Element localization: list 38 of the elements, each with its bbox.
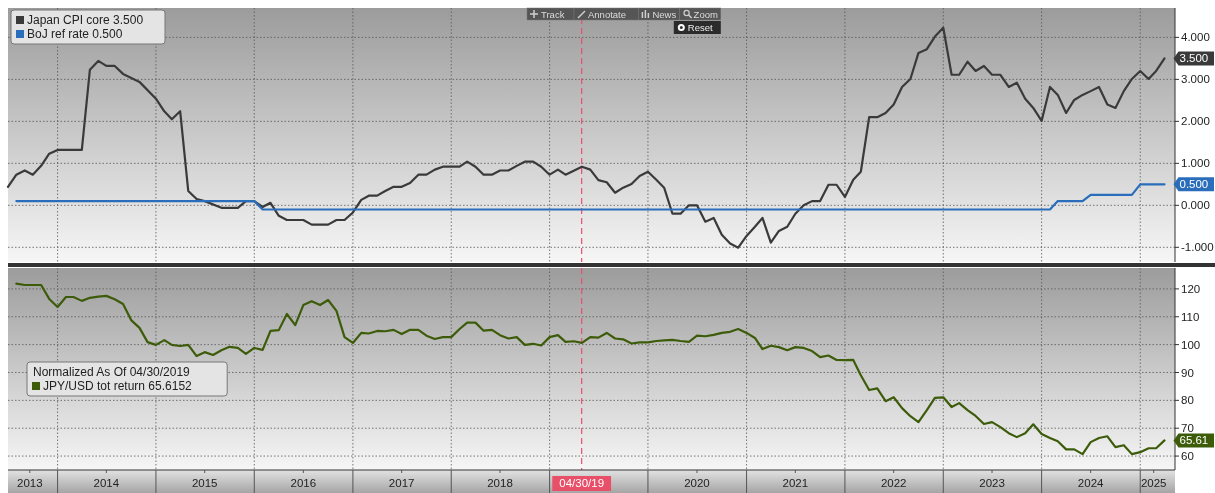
x-tick-label: 2021 [782, 477, 809, 489]
legend-label: BoJ ref rate 0.500 [27, 27, 123, 41]
y-tick-label: 3.000 [1181, 73, 1210, 86]
annotation: 0.500 [1179, 178, 1209, 191]
x-tick-label: 2023 [979, 477, 1005, 489]
annotation: Zoom [693, 8, 718, 20]
y-tick-label: 70 [1181, 422, 1194, 435]
x-tick-label: 2013 [17, 477, 43, 489]
annotation: 3.500 [1179, 52, 1209, 65]
annotation: 65.61 [1179, 434, 1209, 447]
legend-label: JPY/USD tot return 65.6152 [43, 379, 193, 393]
annotation: Track [541, 8, 565, 20]
y-tick-label: 0.000 [1181, 199, 1210, 212]
y-tick-label: 80 [1181, 394, 1194, 407]
x-tick-label: 2025 [1140, 477, 1167, 489]
x-tick-label: 2020 [684, 477, 710, 489]
y-tick-label: 4.000 [1181, 31, 1210, 44]
y-tick-label: 2.000 [1181, 115, 1210, 128]
annotation: Reset [687, 22, 713, 33]
annotation: Annotate [588, 8, 627, 20]
x-tick-label: 2018 [487, 477, 513, 489]
y-tick-label: 110 [1181, 310, 1200, 323]
y-tick-label: 120 [1181, 282, 1201, 295]
annotation: News [652, 8, 677, 20]
x-tick-label: 2015 [191, 477, 218, 489]
y-tick-label: 1.000 [1181, 157, 1210, 170]
legend-title: Normalized As Of 04/30/2019 [33, 365, 191, 379]
y-tick-label: 60 [1181, 450, 1194, 463]
y-tick-label: 100 [1181, 338, 1201, 351]
legend-label: Japan CPI core 3.500 [27, 13, 144, 27]
x-tick-label: 2016 [290, 477, 317, 489]
y-tick-label: 90 [1181, 366, 1194, 379]
x-tick-label: 2017 [388, 477, 415, 489]
x-tick-label: 2024 [1077, 477, 1105, 489]
ref-line-label: 04/30/19 [559, 477, 605, 489]
y-tick-label: -1.000 [1181, 241, 1214, 254]
x-tick-label: 2022 [880, 477, 907, 489]
x-tick-label: 2014 [93, 477, 120, 489]
